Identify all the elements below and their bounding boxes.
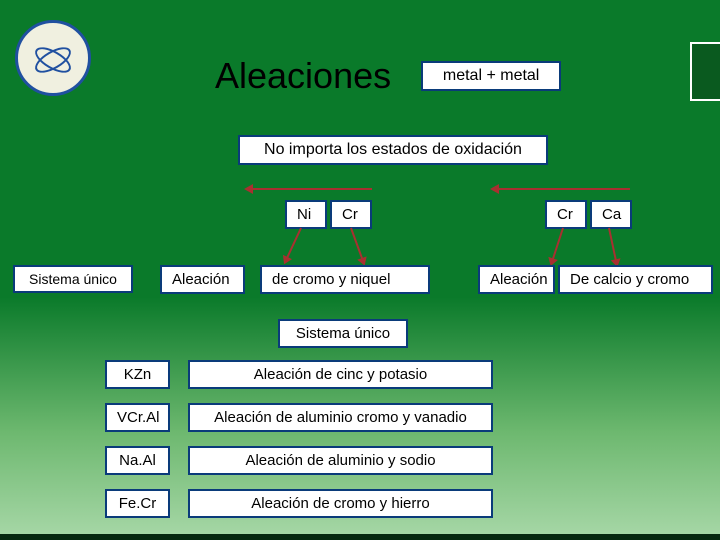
desc-cell: Aleación de aluminio cromo y vanadio (188, 403, 493, 432)
diag-arrow-2 (350, 228, 364, 261)
atom-icon (33, 38, 73, 78)
sistema-unico-2: Sistema único (278, 319, 408, 348)
element-ca: Ca (590, 200, 632, 229)
de-cromo-niquel: de cromo y niquel (260, 265, 430, 294)
slide-title: Aleaciones (215, 55, 391, 97)
formula-cell: Na.Al (105, 446, 170, 475)
alloy-table: KZn Aleación de cinc y potasio VCr.Al Al… (105, 360, 493, 532)
sistema-unico-label: Sistema único (13, 265, 133, 293)
table-row: Fe.Cr Aleación de cromo y hierro (105, 489, 493, 518)
diag-arrow-3 (552, 228, 564, 261)
diag-arrow-1 (286, 228, 302, 260)
desc-cell: Aleación de cromo y hierro (188, 489, 493, 518)
aleacion-label-2: Aleación (478, 265, 555, 294)
table-row: Na.Al Aleación de aluminio y sodio (105, 446, 493, 475)
de-calcio-cromo: De calcio y cromo (558, 265, 713, 294)
school-logo (15, 20, 91, 96)
formula-cell: VCr.Al (105, 403, 170, 432)
formula-cell: KZn (105, 360, 170, 389)
metal-box: metal + metal (421, 61, 561, 91)
bottom-bar (0, 534, 720, 540)
desc-cell: Aleación de cinc y potasio (188, 360, 493, 389)
desc-cell: Aleación de aluminio y sodio (188, 446, 493, 475)
aleacion-label-1: Aleación (160, 265, 245, 294)
arrow-left-2 (498, 188, 630, 190)
corner-decoration (690, 42, 720, 101)
element-cr1: Cr (330, 200, 372, 229)
element-ni: Ni (285, 200, 327, 229)
formula-cell: Fe.Cr (105, 489, 170, 518)
subtitle-box: No importa los estados de oxidación (238, 135, 548, 165)
table-row: KZn Aleación de cinc y potasio (105, 360, 493, 389)
element-cr2: Cr (545, 200, 587, 229)
table-row: VCr.Al Aleación de aluminio cromo y vana… (105, 403, 493, 432)
diag-arrow-4 (608, 228, 617, 262)
title-row: Aleaciones metal + metal (215, 55, 561, 97)
arrow-left-1 (252, 188, 372, 190)
